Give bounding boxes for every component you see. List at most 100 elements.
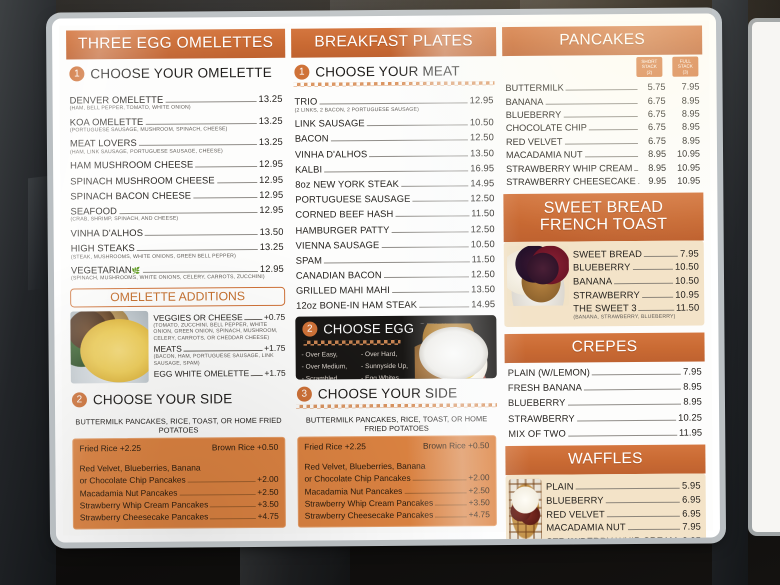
dot-leader — [165, 100, 257, 103]
pancake-upgrade-row: Macadamia Nut Pancakes +2.50 — [305, 485, 490, 496]
dot-leader — [391, 230, 469, 233]
dot-leader — [251, 374, 263, 376]
full-stack-price: 8.95 — [681, 108, 700, 119]
upgrade-name: Macadamia Nut Pancakes — [304, 485, 403, 497]
menu-item-row: STRAWBERRY WHIP CREAM 8.95 10.95 — [506, 162, 700, 174]
item-name: BANANA — [572, 275, 613, 287]
egg-style-option: - Scrambled, — [301, 374, 340, 380]
dot-leader — [419, 306, 470, 309]
addition-row: MEATS +1.75 — [154, 343, 286, 354]
menu-item-row: PLAIN (W/LEMON) 7.95 — [508, 366, 702, 379]
menu-item-row: MIX OF TWO 11.95 — [508, 426, 702, 439]
addition-description: (BACON, HAM, PORTUGUESE SAUSAGE, LINK SA… — [153, 353, 274, 367]
dot-leader — [627, 528, 681, 531]
egg-style-option: - Sunnyside Up, — [361, 362, 408, 371]
addition-price: +1.75 — [264, 342, 286, 353]
item-price: 12.95 — [258, 158, 284, 170]
dot-leader — [216, 181, 258, 183]
item-name: VEGETARIAN — [70, 263, 132, 276]
item-price: 16.95 — [470, 161, 495, 174]
item-name: GRILLED MAHI MAHI — [295, 284, 390, 296]
pancake-upgrade-row: Strawberry Cheesecake Pancakes +4.75 — [80, 511, 279, 523]
item-name: HIGH STEAKS — [70, 241, 135, 254]
dot-leader — [605, 501, 681, 504]
short-stack-price: 6.75 — [647, 122, 666, 133]
item-name: BLUEBERRY — [572, 261, 631, 273]
menu-item-row: CHOCOLATE CHIP 6.75 8.95 — [506, 122, 700, 134]
egg-style-option: - Over Easy, — [301, 351, 338, 360]
choose-egg-style-box: 2 CHOOSE EGG STYLE - Over Easy, - Over M… — [295, 315, 497, 380]
item-price: 12.50 — [470, 268, 496, 280]
egg-style-option: - Over Hard, — [360, 351, 398, 359]
column-three-egg-omelettes: THREE EGG OMELETTES 1 CHOOSE YOUR OMELET… — [66, 28, 289, 530]
item-name: KALBI — [295, 163, 323, 175]
section-header-pancakes: PANCAKES — [502, 25, 703, 57]
item-price: 9.95 — [682, 534, 702, 543]
item-price: 13.50 — [259, 225, 284, 237]
pancake-stack-column-headers: SHORT STACK (2) FULL STACK (3) — [502, 56, 699, 78]
dot-leader — [210, 505, 256, 508]
crepes-item-list: PLAIN (W/LEMON) 7.95 FRESH BANANA 8.95 B… — [508, 366, 703, 439]
omelette-photo — [70, 310, 149, 384]
item-name: CHOCOLATE CHIP — [505, 122, 587, 134]
fried-rice-upgrade: Fried Rice +2.25 — [304, 441, 366, 452]
short-stack-price: 8.95 — [648, 148, 667, 160]
menu-item-row: BANANA 10.50 — [573, 275, 699, 287]
dot-leader — [588, 129, 638, 131]
upgrade-name: or Chocolate Chip Pancakes — [79, 475, 186, 486]
egg-style-option: - Over Medium, — [301, 363, 348, 371]
item-name: STRAWBERRY WHIP CREAM — [546, 534, 678, 543]
dot-leader — [632, 269, 673, 271]
item-price: 5.95 — [681, 479, 701, 492]
item-description: (SPINACH, MUSHROOMS, WHITE ONIONS, CELER… — [70, 274, 265, 282]
item-price: 13.50 — [471, 283, 496, 295]
item-price: 11.50 — [471, 253, 495, 265]
dot-leader — [435, 504, 467, 506]
dot-leader — [142, 270, 258, 273]
item-price: 14.95 — [470, 177, 495, 189]
full-stack-price: 8.95 — [681, 121, 700, 133]
full-stack-price: 10.95 — [677, 175, 701, 186]
dot-leader — [584, 156, 639, 158]
item-price: 13.50 — [470, 146, 495, 158]
upgrade-name: or Chocolate Chip Pancakes — [304, 473, 411, 485]
item-price: 7.95 — [682, 520, 702, 532]
item-name: THE SWEET 3 — [573, 302, 637, 314]
item-name: BLUEBERRY — [546, 494, 604, 506]
upgrade-name: Strawberry Whip Cream Pancakes — [304, 497, 434, 509]
item-price: 10.95 — [675, 288, 700, 300]
step-title: CHOOSE YOUR OMELETTE — [90, 64, 272, 82]
menu-item-row: MACADAMIA NUT 7.95 — [546, 521, 701, 533]
item-name: KOA OMELETTE — [69, 115, 144, 127]
step-number-badge: 2 — [71, 392, 88, 408]
dot-leader — [564, 142, 638, 145]
dot-leader — [195, 166, 258, 168]
item-price: 12.95 — [259, 203, 284, 215]
item-name: STRAWBERRY — [573, 288, 640, 301]
fried-rice-upgrade: Fried Rice +2.25 — [79, 442, 142, 454]
brown-rice-upgrade: Brown Rice +0.50 — [422, 440, 490, 451]
column-sweets: PANCAKES SHORT STACK (2) FULL STACK (3) … — [502, 25, 707, 543]
short-stack-price: 5.75 — [647, 82, 666, 93]
dot-leader — [179, 493, 256, 496]
dot-leader — [545, 102, 638, 105]
upgrade-price: +2.00 — [468, 472, 490, 483]
menu-item-row: BACON 12.50 — [295, 132, 494, 145]
item-price: 12.50 — [470, 222, 495, 234]
section-header-omelettes: THREE EGG OMELETTES — [66, 28, 286, 60]
dot-leader — [614, 282, 674, 285]
addition-description: (TOMATO, ZUCCHINI, BELL PEPPER, WHITE ON… — [153, 322, 278, 342]
menu-item-row: STRAWBERRY 10.25 — [508, 411, 702, 424]
item-price: 10.50 — [674, 260, 699, 273]
item-name: PLAIN (W/LEMON) — [507, 366, 591, 379]
menu-item-row: STRAWBERRY 10.95 — [573, 288, 699, 300]
menu-item-row: STRAWBERRY WHIP CREAM 9.95 — [546, 534, 702, 543]
item-price: 12.95 — [259, 188, 284, 200]
item-price: 12.95 — [259, 262, 284, 274]
dot-leader — [395, 215, 470, 218]
item-price: 7.95 — [683, 365, 702, 377]
pancake-upgrade-row: Strawberry Cheesecake Pancakes +4.75 — [305, 509, 490, 520]
item-name: PLAIN — [545, 480, 574, 493]
side-upgrade-box: Fried Rice +2.25 Brown Rice +0.50 Red Ve… — [297, 435, 497, 528]
